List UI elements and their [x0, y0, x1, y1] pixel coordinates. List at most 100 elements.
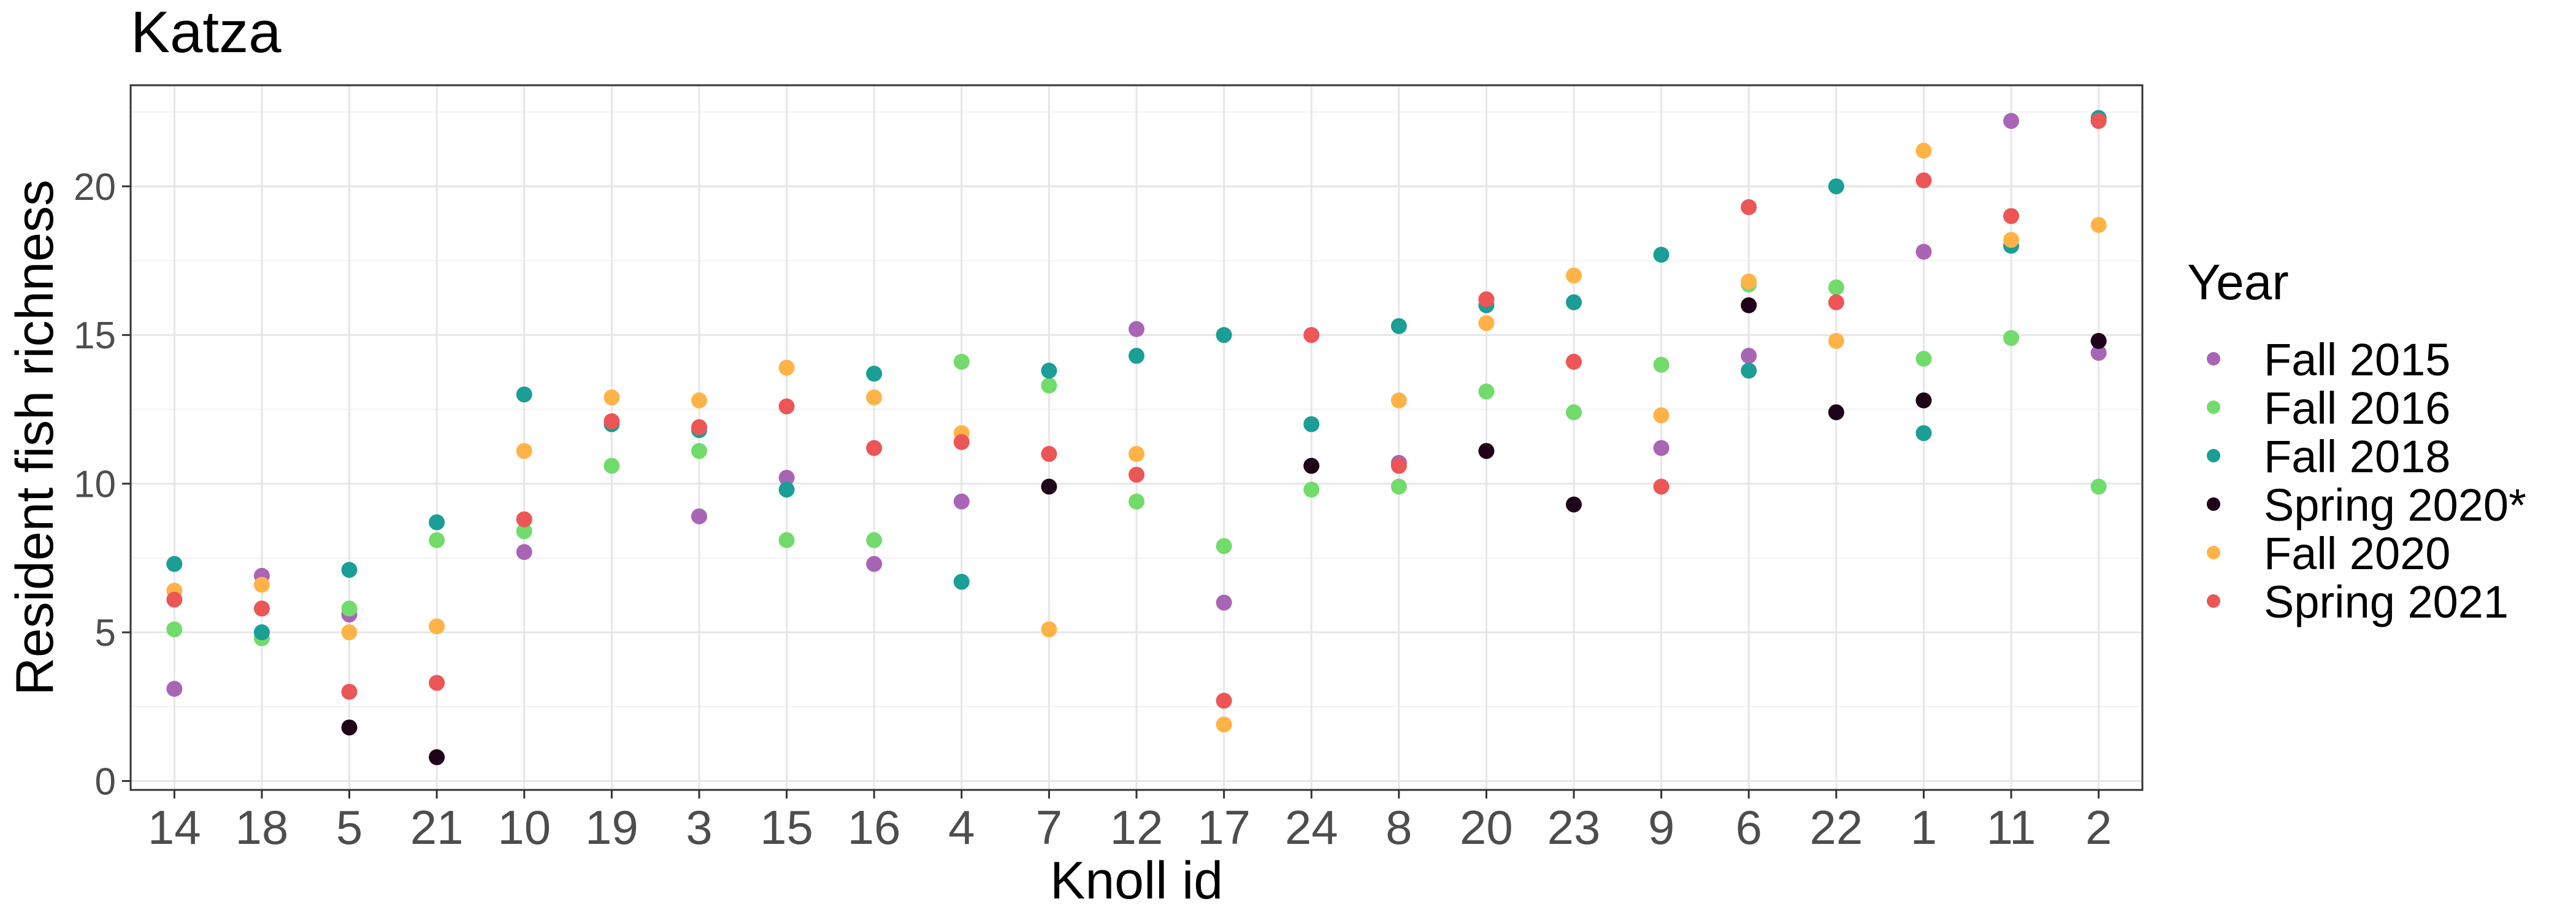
data-point-spring-2021 [1653, 478, 1669, 495]
x-tick-label: 20 [1460, 800, 1513, 854]
data-point-fall-2018 [429, 514, 445, 530]
x-tick-label: 21 [410, 800, 464, 854]
data-point-spring-2020 [429, 749, 445, 765]
data-point-fall-2016 [341, 600, 358, 617]
data-point-fall-2015 [1129, 321, 1144, 337]
data-point-fall-2016 [1216, 538, 1232, 554]
data-point-spring-2021 [1041, 446, 1057, 462]
data-point-spring-2020 [1741, 297, 1757, 313]
data-point-fall-2020 [866, 389, 883, 406]
data-point-fall-2018 [1653, 247, 1669, 263]
data-point-spring-2021 [1828, 294, 1844, 310]
y-tick-label: 10 [74, 464, 116, 506]
data-point-fall-2020 [2003, 232, 2020, 248]
data-point-fall-2016 [2090, 478, 2107, 495]
data-point-fall-2015 [778, 469, 795, 486]
data-point-fall-2020 [2090, 216, 2107, 233]
data-point-spring-2021 [1915, 172, 1932, 189]
data-point-fall-2018 [1566, 294, 1582, 310]
x-tick-label: 11 [1987, 800, 2036, 854]
data-point-spring-2021 [953, 434, 970, 450]
data-point-fall-2020 [1741, 273, 1757, 289]
x-tick-label: 1 [1911, 800, 1937, 854]
data-point-fall-2016 [1303, 481, 1320, 498]
legend-key [2207, 546, 2220, 559]
x-tick-label: 18 [236, 800, 289, 854]
data-point-fall-2015 [516, 544, 532, 561]
legend-label: Spring 2020* [2264, 480, 2526, 530]
legend-key [2207, 594, 2220, 608]
data-point-fall-2018 [341, 562, 358, 578]
data-point-fall-2018 [1915, 425, 1932, 442]
data-point-fall-2018 [1741, 362, 1757, 379]
data-point-fall-2018 [1303, 416, 1320, 432]
data-point-spring-2021 [1390, 458, 1407, 474]
legend-label: Fall 2018 [2264, 431, 2450, 482]
data-point-fall-2016 [516, 523, 532, 540]
data-point-fall-2016 [1828, 279, 1844, 296]
data-point-fall-2018 [166, 556, 183, 572]
x-tick-label: 23 [1547, 800, 1601, 854]
data-point-spring-2021 [1741, 199, 1757, 215]
data-point-fall-2018 [953, 573, 970, 590]
data-point-fall-2020 [1478, 315, 1495, 331]
points-layer [166, 110, 2107, 765]
data-point-spring-2021 [341, 684, 358, 700]
data-point-fall-2016 [1915, 351, 1932, 367]
data-point-spring-2021 [1216, 692, 1232, 709]
data-point-fall-2016 [166, 621, 183, 638]
data-point-spring-2021 [1566, 353, 1582, 370]
data-point-fall-2015 [2003, 113, 2020, 129]
data-point-spring-2021 [253, 600, 270, 617]
x-tick-label: 22 [1809, 800, 1863, 854]
data-point-fall-2016 [778, 532, 795, 548]
y-axis-title: Resident fish richness [6, 180, 64, 695]
legend-label: Spring 2021 [2264, 576, 2509, 627]
x-tick-label: 19 [585, 800, 638, 854]
data-point-fall-2016 [691, 443, 707, 459]
data-point-fall-2015 [166, 681, 183, 697]
y-tick-label: 0 [95, 760, 116, 803]
legend-label: Fall 2015 [2264, 334, 2450, 385]
data-point-fall-2020 [604, 389, 620, 406]
data-point-fall-2016 [2003, 330, 2020, 347]
x-tick-label: 8 [1386, 800, 1412, 854]
data-point-spring-2021 [2090, 113, 2107, 129]
data-point-fall-2020 [1566, 267, 1582, 284]
data-point-spring-2020 [1041, 478, 1057, 495]
data-point-fall-2015 [691, 508, 707, 524]
data-point-fall-2020 [1129, 446, 1144, 462]
data-point-fall-2016 [604, 458, 620, 474]
x-tick-label: 4 [948, 800, 975, 854]
x-tick-label: 5 [336, 800, 362, 854]
x-tick-label: 15 [760, 800, 813, 854]
data-point-fall-2020 [253, 576, 270, 593]
data-point-fall-2018 [866, 366, 883, 382]
data-point-spring-2021 [1303, 327, 1320, 343]
data-point-spring-2020 [1478, 443, 1495, 459]
data-point-spring-2021 [604, 413, 620, 429]
data-point-fall-2015 [1216, 594, 1232, 611]
x-tick-label: 17 [1197, 800, 1251, 854]
data-point-fall-2015 [2090, 345, 2107, 361]
data-point-fall-2020 [341, 624, 358, 641]
data-point-fall-2020 [1216, 716, 1232, 733]
legend-key [2207, 497, 2220, 511]
data-point-fall-2016 [866, 532, 883, 548]
x-tick-label: 12 [1110, 800, 1163, 854]
data-point-spring-2020 [1915, 392, 1932, 408]
data-point-fall-2015 [866, 556, 883, 572]
data-point-fall-2018 [1129, 348, 1144, 364]
data-point-spring-2020 [341, 719, 358, 736]
chart-title: Katza [131, 0, 282, 65]
data-point-fall-2020 [1390, 392, 1407, 408]
data-point-fall-2016 [1041, 377, 1057, 394]
x-tick-label: 7 [1036, 800, 1062, 854]
legend-key [2207, 400, 2220, 414]
data-point-spring-2021 [866, 440, 883, 456]
x-axis-title: Knoll id [1050, 851, 1223, 910]
